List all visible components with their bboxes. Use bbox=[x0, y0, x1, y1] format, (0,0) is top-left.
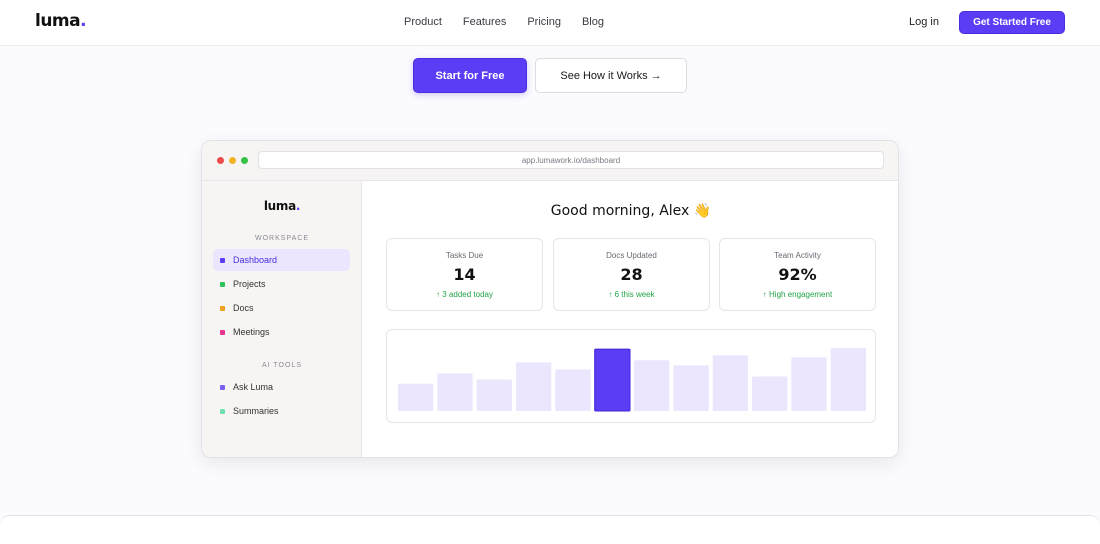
stat-value: 14 bbox=[453, 265, 476, 284]
sidebar-item-label: Projects bbox=[233, 279, 266, 289]
sidebar-heading-workspace: WORKSPACE bbox=[255, 235, 309, 242]
stat-label: Tasks Due bbox=[445, 251, 484, 260]
login-link[interactable]: Log in bbox=[909, 16, 939, 28]
summaries-icon bbox=[220, 408, 225, 414]
see-how-it-works-button[interactable]: See How it Works → bbox=[535, 58, 687, 93]
get-started-button[interactable]: Get Started Free bbox=[959, 11, 1065, 34]
app-logo: luma. bbox=[263, 199, 301, 213]
meetings-icon bbox=[220, 329, 225, 335]
window-close-dot bbox=[217, 157, 224, 164]
stat-delta: ↑ High engagement bbox=[762, 290, 833, 299]
nav-link-features[interactable]: Features bbox=[462, 16, 507, 28]
logo[interactable]: luma. bbox=[35, 11, 87, 31]
nav-link-product[interactable]: Product bbox=[404, 16, 442, 28]
bar[interactable] bbox=[791, 357, 827, 411]
bar[interactable] bbox=[673, 365, 709, 411]
sidebar-item-label: Dashboard bbox=[233, 255, 278, 265]
dashboard-main: Good morning, Alex 👋 Tasks Due 14 ↑ 3 ad… bbox=[362, 181, 898, 457]
next-section-edge bbox=[0, 515, 1100, 544]
stat-card-docs-updated[interactable]: Docs Updated 28 ↑ 6 this week bbox=[553, 238, 710, 311]
browser-mockup: app.lumawork.io/dashboard luma. WORKSPAC… bbox=[201, 140, 899, 458]
activity-bar-chart bbox=[386, 329, 876, 423]
bar[interactable] bbox=[830, 348, 866, 411]
window-minimize-dot bbox=[229, 157, 236, 164]
bar[interactable] bbox=[437, 373, 473, 411]
bar[interactable] bbox=[398, 383, 434, 411]
url-bar: app.lumawork.io/dashboard bbox=[258, 151, 884, 169]
bar-chart-svg bbox=[398, 348, 866, 412]
nav-links: Product Features Pricing Blog bbox=[404, 16, 625, 28]
sidebar-item-label: Docs bbox=[233, 303, 254, 313]
stat-label: Team Activity bbox=[774, 251, 821, 260]
sidebar-item-meetings[interactable]: Meetings bbox=[213, 321, 350, 343]
browser-toolbar: app.lumawork.io/dashboard bbox=[202, 141, 898, 181]
stat-card-team-activity[interactable]: Team Activity 92% ↑ High engagement bbox=[719, 238, 876, 311]
window-maximize-dot bbox=[241, 157, 248, 164]
stat-value: 92% bbox=[778, 265, 817, 284]
nav-link-pricing[interactable]: Pricing bbox=[527, 16, 561, 28]
stat-delta: ↑ 3 added today bbox=[436, 290, 493, 299]
bar[interactable] bbox=[476, 379, 512, 411]
sidebar-item-label: Ask Luma bbox=[233, 382, 274, 392]
dashboard-icon bbox=[220, 257, 225, 263]
bar[interactable] bbox=[516, 362, 552, 411]
sidebar-item-label: Summaries bbox=[233, 406, 279, 416]
bar[interactable] bbox=[752, 376, 788, 411]
app-sidebar: luma. WORKSPACE Dashboard Projects Docs … bbox=[202, 181, 362, 457]
projects-icon bbox=[220, 281, 225, 287]
bar[interactable] bbox=[555, 369, 591, 411]
greeting-heading: Good morning, Alex 👋 bbox=[550, 203, 712, 219]
sidebar-item-label: Meetings bbox=[233, 327, 270, 337]
nav-link-blog[interactable]: Blog bbox=[581, 16, 604, 28]
sidebar-item-projects[interactable]: Projects bbox=[213, 273, 350, 295]
sidebar-item-docs[interactable]: Docs bbox=[213, 297, 350, 319]
docs-icon bbox=[220, 305, 225, 311]
top-nav: luma. Product Features Pricing Blog Log … bbox=[0, 0, 1100, 46]
sidebar-heading-ai-tools: AI TOOLS bbox=[261, 362, 303, 369]
ask-luma-icon bbox=[220, 384, 225, 390]
stat-card-tasks-due[interactable]: Tasks Due 14 ↑ 3 added today bbox=[386, 238, 543, 311]
sidebar-item-ask-luma[interactable]: Ask Luma bbox=[213, 376, 350, 398]
stat-delta: ↑ 6 this week bbox=[608, 290, 655, 299]
sidebar-item-summaries[interactable]: Summaries bbox=[213, 400, 350, 422]
sidebar-item-dashboard[interactable]: Dashboard bbox=[213, 249, 350, 271]
stat-label: Docs Updated bbox=[606, 251, 657, 260]
start-free-button[interactable]: Start for Free bbox=[413, 58, 527, 93]
bar-highlighted[interactable] bbox=[594, 348, 631, 412]
bar[interactable] bbox=[634, 360, 670, 411]
stat-value: 28 bbox=[620, 265, 643, 284]
bar[interactable] bbox=[712, 355, 748, 411]
